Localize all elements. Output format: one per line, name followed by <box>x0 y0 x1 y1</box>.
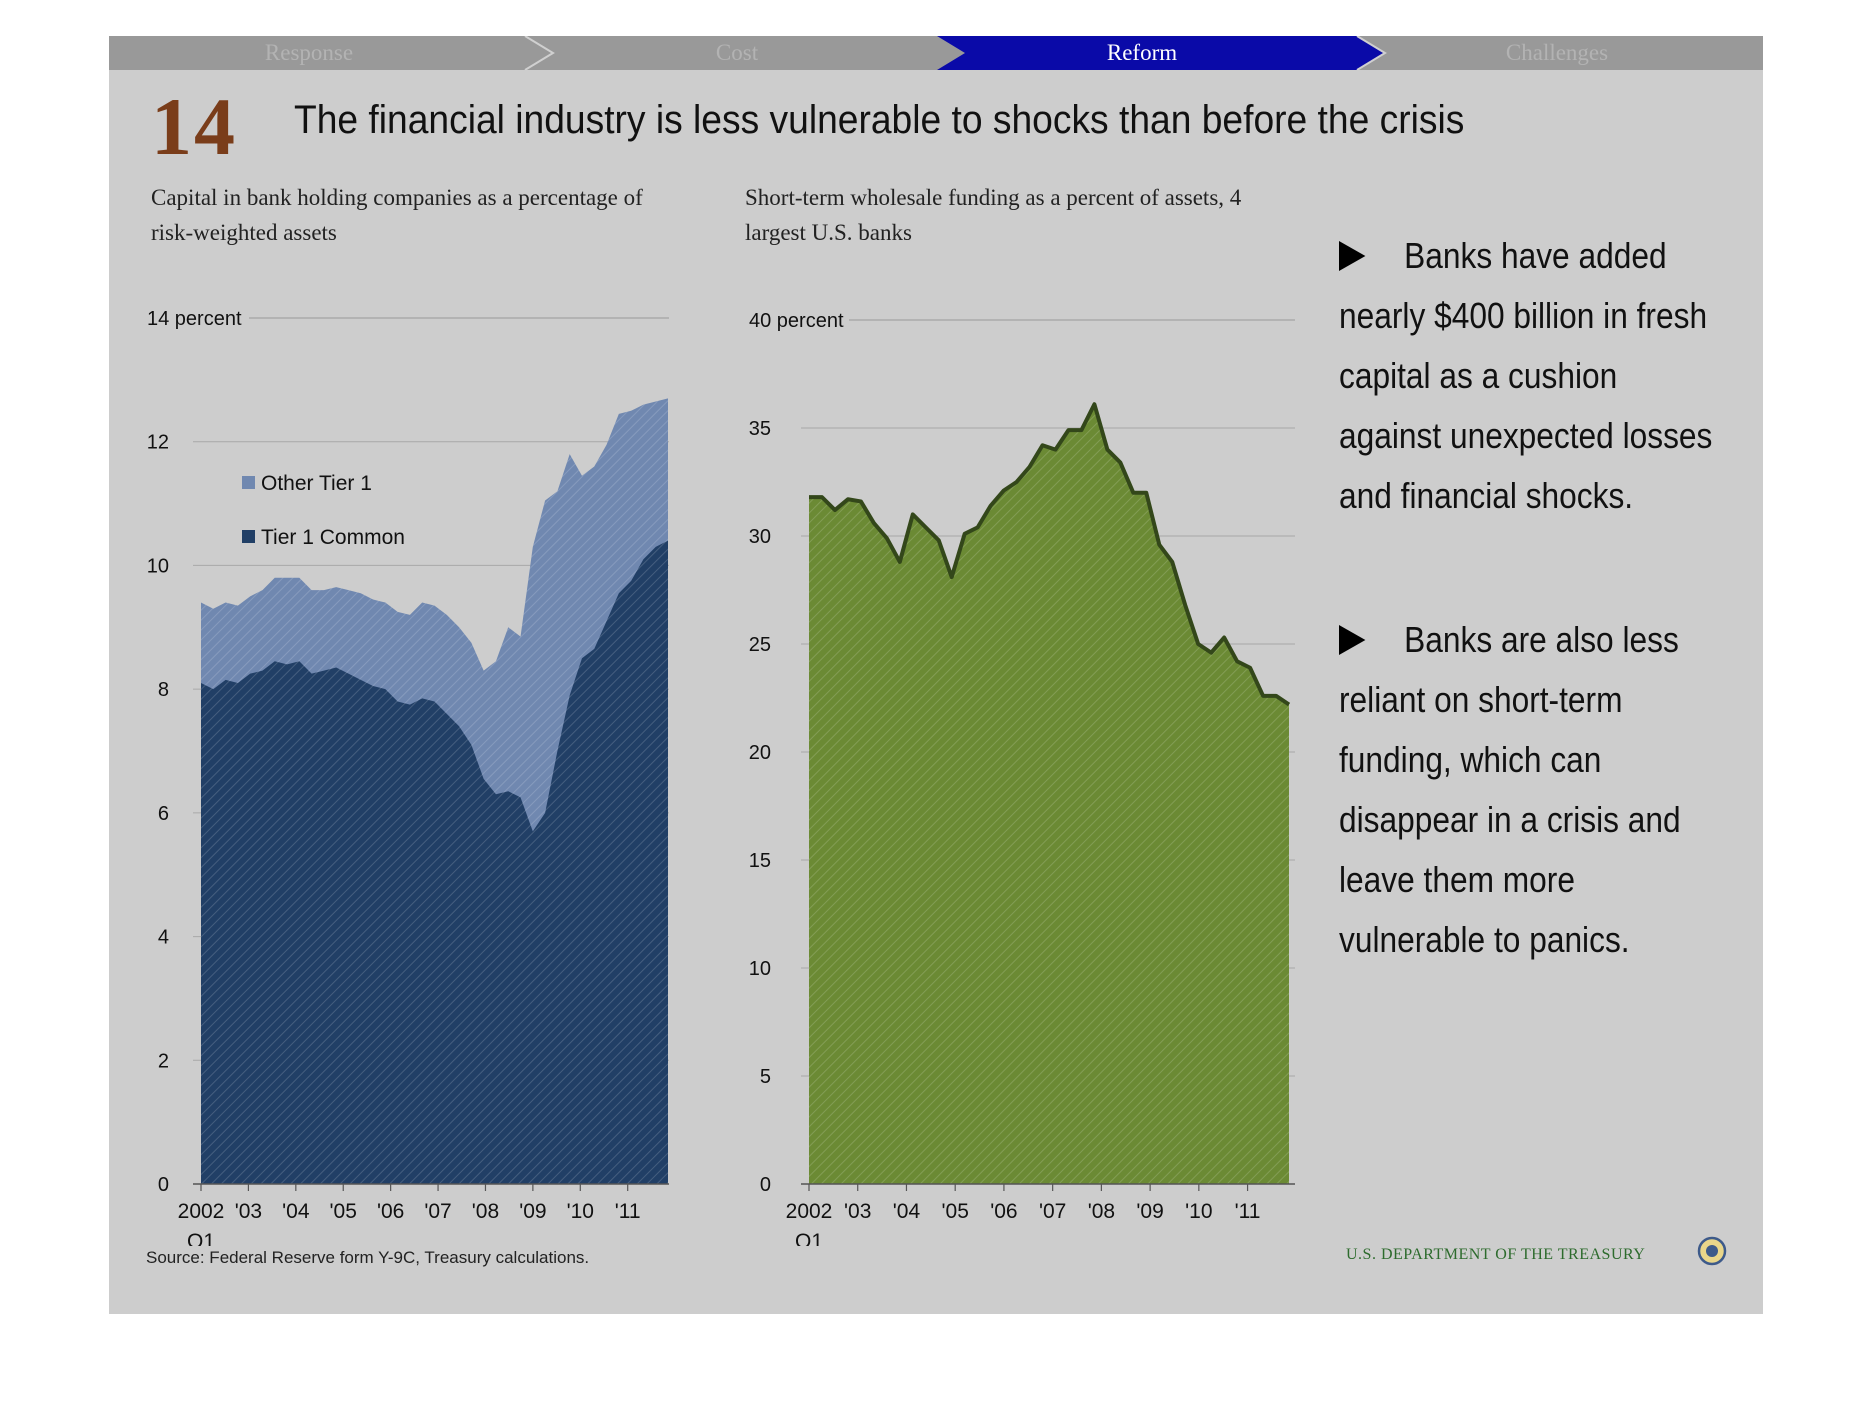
bullet-funding: Banks are also less reliant on short-ter… <box>1339 610 1726 970</box>
wholesale-funding-chart: 40 percent 0 5 10 15 20 25 30 35 2002 '03 '04 '05 '06… <box>749 310 1295 1246</box>
slide-number: 14 <box>151 81 237 172</box>
x-tick-label: '08 <box>1088 1200 1115 1223</box>
x-tick-label: '07 <box>1039 1200 1066 1223</box>
nav-active-segment[interactable] <box>937 36 1385 70</box>
chart2-subtitle: Short-term wholesale funding as a percen… <box>745 185 1242 245</box>
y-tick-label: 25 <box>749 634 771 656</box>
x-tick-sublabel: Q1 <box>187 1230 215 1246</box>
source-note: Source: Federal Reserve form Y-9C, Treas… <box>146 1248 590 1267</box>
nav-tab-cost[interactable]: Cost <box>715 40 759 65</box>
chart1-subtitle: Capital in bank holding companies as a p… <box>151 185 643 245</box>
y-axis-top-label: 40 percent <box>749 310 844 332</box>
series-wholesale-funding-area <box>809 404 1289 1184</box>
y-tick-label: 10 <box>147 555 169 577</box>
x-tick-label: '04 <box>282 1200 310 1223</box>
x-tick-label: '03 <box>844 1200 871 1223</box>
nav-background <box>109 36 1763 70</box>
slide-title: The financial industry is less vulnerabl… <box>294 98 1465 142</box>
y-tick-label: 6 <box>158 803 169 825</box>
y-tick-label: 2 <box>158 1050 169 1072</box>
y-tick-label: 15 <box>749 850 771 872</box>
slide: Response Cost Reform Challenges 14 The f… <box>109 36 1763 1314</box>
legend-label-other-tier1: Other Tier 1 <box>261 472 372 495</box>
x-tick-label: '06 <box>990 1200 1017 1223</box>
y-tick-label: 5 <box>760 1066 771 1088</box>
x-tick-label: '07 <box>424 1200 451 1223</box>
x-tick-label: '10 <box>567 1200 594 1223</box>
capital-chart: 14 percent 0 2 4 6 8 10 12 2002 '03 '04 '05 '06 '07 '0… <box>147 308 669 1246</box>
x-tick-label: '04 <box>893 1200 921 1223</box>
bullet-arrow-icon <box>1339 241 1366 271</box>
y-tick-label: 10 <box>749 958 771 980</box>
y-tick-label: 4 <box>158 927 169 949</box>
treasury-seal-icon <box>1697 1236 1727 1266</box>
x-tick-label: '06 <box>377 1200 404 1223</box>
bullet-list: Banks have added nearly $400 billion in … <box>1339 226 1739 970</box>
bullet-text: Banks are also less reliant on short-ter… <box>1339 619 1681 960</box>
nav-chevron-1 <box>524 36 555 70</box>
x-tick-label: '03 <box>235 1200 262 1223</box>
series-wholesale-funding-line <box>809 402 1291 707</box>
y-tick-label: 0 <box>158 1174 169 1196</box>
y-tick-label: 30 <box>749 526 771 548</box>
bullet-arrow-icon <box>1339 625 1366 655</box>
x-tick-label: '11 <box>615 1200 641 1223</box>
x-tick-label: '08 <box>472 1200 499 1223</box>
y-tick-label: 12 <box>147 432 169 454</box>
y-axis-top-label: 14 percent <box>147 308 242 330</box>
nav-tab-response[interactable]: Response <box>264 40 354 65</box>
x-tick-label: 2002 <box>786 1200 833 1223</box>
legend-swatch-tier1-common <box>242 530 255 543</box>
series-tier1-common-area <box>201 540 668 1184</box>
x-tick-label: '10 <box>1185 1200 1212 1223</box>
section-nav <box>109 36 1763 70</box>
y-tick-label: 8 <box>158 679 169 701</box>
bullet-capital: Banks have added nearly $400 billion in … <box>1339 226 1726 526</box>
nav-tab-reform[interactable]: Reform <box>1106 40 1178 65</box>
x-tick-label: '05 <box>330 1200 357 1223</box>
treasury-label: U.S. DEPARTMENT OF THE TREASURY <box>1346 1246 1646 1263</box>
nav-tab-challenges[interactable]: Challenges <box>1505 40 1609 65</box>
x-tick-label: 2002 <box>178 1200 225 1223</box>
x-tick-label: '09 <box>1136 1200 1163 1223</box>
bullet-text: Banks have added nearly $400 billion in … <box>1339 235 1713 516</box>
y-tick-label: 35 <box>749 418 771 440</box>
y-tick-label: 0 <box>760 1174 771 1196</box>
x-tick-sublabel: Q1 <box>795 1230 823 1246</box>
legend-label-tier1-common: Tier 1 Common <box>261 526 405 549</box>
x-tick-label: '05 <box>942 1200 969 1223</box>
legend-swatch-other-tier1 <box>242 476 255 489</box>
nav-chevron-3 <box>1356 36 1387 70</box>
x-tick-label: '11 <box>1235 1200 1261 1223</box>
x-tick-label: '09 <box>519 1200 546 1223</box>
y-tick-label: 20 <box>749 742 771 764</box>
